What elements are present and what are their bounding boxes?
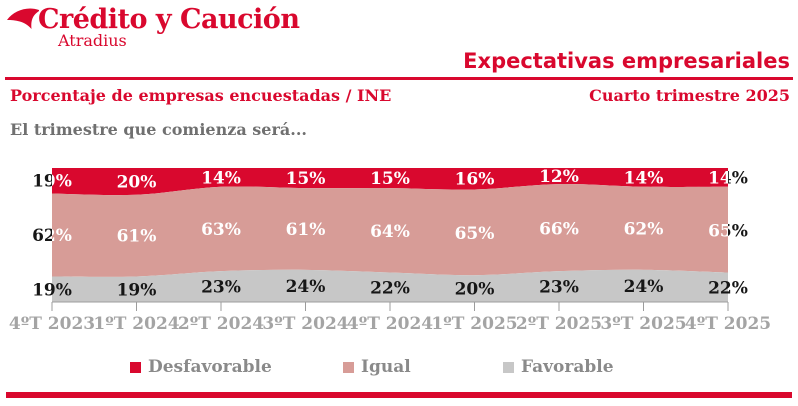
value-label: 22% bbox=[370, 278, 410, 298]
header-divider bbox=[5, 77, 793, 80]
x-axis-label: 3ºT 2025 bbox=[600, 314, 686, 334]
value-label: 15% bbox=[370, 169, 410, 189]
value-label: 22% bbox=[708, 278, 748, 298]
value-label: 16% bbox=[455, 170, 495, 190]
value-label: 61% bbox=[117, 227, 157, 247]
value-label: 66% bbox=[539, 219, 579, 239]
x-axis-label: 1ºT 2025 bbox=[431, 314, 517, 334]
legend-swatch-igual-icon bbox=[343, 362, 354, 373]
value-label: 19% bbox=[117, 280, 157, 300]
value-label: 65% bbox=[708, 221, 748, 241]
value-label: 14% bbox=[624, 168, 664, 188]
x-axis-label: 2ºT 2024 bbox=[178, 314, 264, 334]
value-label: 23% bbox=[539, 278, 579, 298]
value-label: 20% bbox=[455, 280, 495, 300]
value-label: 24% bbox=[624, 277, 664, 297]
value-label: 64% bbox=[370, 222, 410, 242]
value-label: 62% bbox=[32, 226, 72, 246]
legend-label: Favorable bbox=[521, 357, 614, 377]
legend-label: Desfavorable bbox=[148, 357, 272, 377]
quarter-label: Cuarto trimestre 2025 bbox=[589, 86, 790, 105]
legend-item-favorable: Favorable bbox=[503, 359, 614, 376]
value-label: 62% bbox=[624, 219, 664, 239]
footer-bar bbox=[6, 392, 792, 398]
value-label: 19% bbox=[32, 280, 72, 300]
value-label: 65% bbox=[455, 224, 495, 244]
legend-swatch-desfavorable-icon bbox=[130, 362, 141, 373]
x-axis-label: 4ºT 2024 bbox=[347, 314, 433, 334]
x-axis-label: 3ºT 2024 bbox=[262, 314, 348, 334]
logo-bird-icon bbox=[7, 8, 39, 29]
value-label: 20% bbox=[117, 172, 157, 192]
x-axis-label: 4ºT 2023 bbox=[9, 314, 95, 334]
x-axis-label: 1ºT 2024 bbox=[93, 314, 179, 334]
chart-container: 4ºT 2023 1ºT 2024 2ºT 2024 3ºT 2024 4ºT 2024… bbox=[0, 160, 798, 340]
area-desfavorable bbox=[52, 168, 728, 196]
value-label: 15% bbox=[286, 169, 326, 189]
brand-logo-text: Crédito y Caución bbox=[38, 4, 300, 35]
value-label: 24% bbox=[286, 277, 326, 297]
value-label: 63% bbox=[201, 220, 241, 240]
chart-legend: Desfavorable Igual Favorable bbox=[0, 359, 798, 379]
legend-label: Igual bbox=[361, 357, 411, 377]
x-axis-label: 2ºT 2025 bbox=[516, 314, 602, 334]
legend-item-desfavorable: Desfavorable bbox=[130, 359, 272, 376]
area-favorable bbox=[52, 269, 728, 302]
value-label: 14% bbox=[201, 168, 241, 188]
legend-swatch-favorable-icon bbox=[503, 362, 514, 373]
legend-item-igual: Igual bbox=[343, 359, 411, 376]
brand-logo-subtext: Atradius bbox=[58, 31, 127, 50]
value-labels-inside: 19% 62% 20% 61% 14% 63% 15% 61% 15% 64% 16% 65% 12% 6… bbox=[32, 167, 748, 247]
value-label: 14% bbox=[708, 168, 748, 188]
area-igual bbox=[52, 184, 728, 277]
value-label: 12% bbox=[539, 167, 579, 187]
x-axis-label: 4ºT 2025 bbox=[685, 314, 771, 334]
value-label: 19% bbox=[32, 172, 72, 192]
chart-title: El trimestre que comienza será... bbox=[10, 120, 307, 139]
value-label: 23% bbox=[201, 278, 241, 298]
page-title: Expectativas empresariales bbox=[463, 49, 790, 73]
value-label: 61% bbox=[286, 220, 326, 240]
source-label: Porcentaje de empresas encuestadas / INE bbox=[10, 86, 392, 105]
